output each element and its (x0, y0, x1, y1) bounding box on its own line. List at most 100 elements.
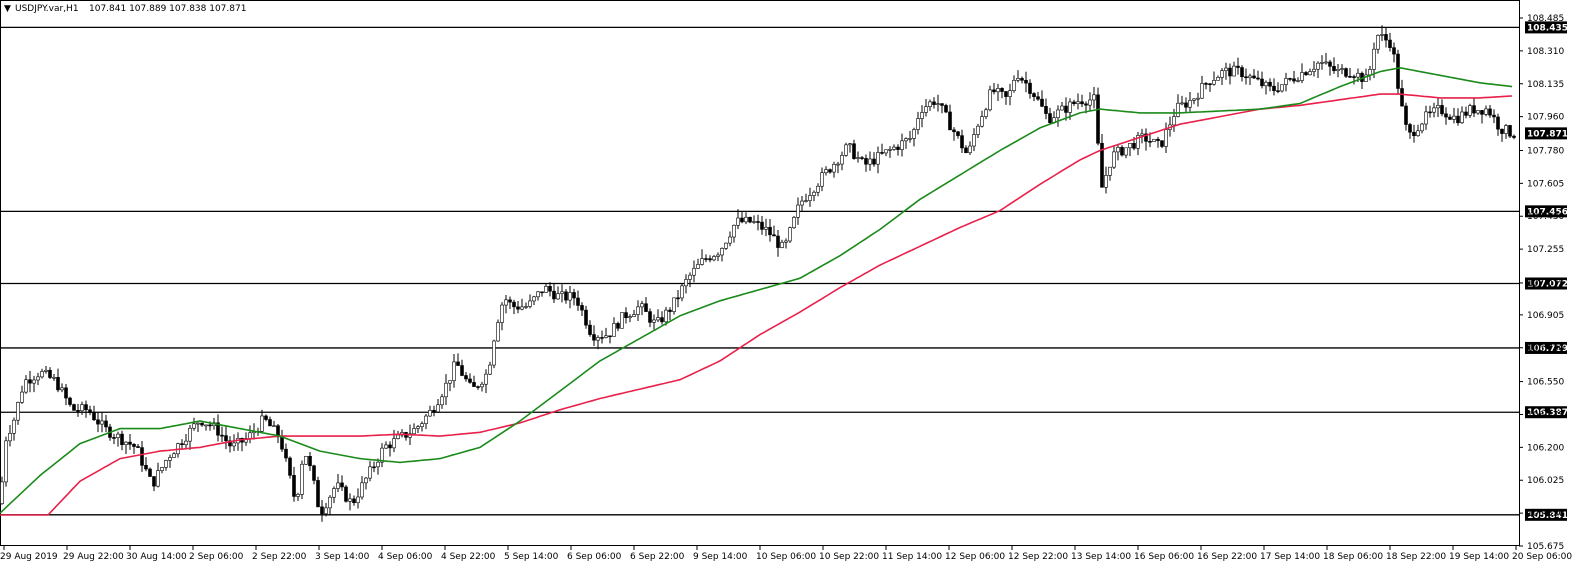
candle-body (368, 466, 372, 479)
candle-body (832, 164, 836, 173)
candle-body (1224, 67, 1228, 72)
candle-body (1216, 77, 1220, 81)
candle-body (44, 369, 48, 372)
candle-body (424, 415, 428, 424)
candle-body (780, 241, 784, 248)
candle-body (796, 204, 800, 218)
candle-body (1196, 97, 1200, 100)
candle-body (1180, 102, 1184, 105)
price-tick-label: 107.960 (1527, 113, 1564, 123)
candle-body (348, 498, 352, 502)
candle-body (84, 404, 88, 411)
candle-body (1044, 106, 1048, 114)
dropdown-triangle-icon[interactable]: ▼ (4, 4, 11, 14)
candle-body (1332, 66, 1336, 72)
candle-body (116, 433, 120, 438)
candle-body (676, 297, 680, 300)
candle-body (1212, 80, 1216, 85)
price-tick-label: 108.485 (1527, 14, 1564, 24)
candle-body (1404, 105, 1408, 125)
price-tick-label: 107.075 (1527, 279, 1564, 289)
candle-body (1244, 76, 1248, 79)
candle-body (476, 386, 480, 388)
candle-body (1048, 113, 1052, 123)
candle-body (652, 319, 656, 323)
candle-body (616, 323, 620, 329)
candle-body (1352, 76, 1356, 78)
candle-body (196, 422, 200, 425)
current-price-label: 107.871 (1527, 129, 1568, 139)
moving-averages (0, 66, 1513, 516)
candle-body (1272, 85, 1276, 91)
candle-body (724, 242, 728, 249)
time-tick-label: 10 Sep 06:00 (756, 552, 816, 562)
candle-body (1252, 75, 1256, 79)
candle-body (1160, 140, 1164, 147)
candle-body (936, 103, 940, 105)
candle-body (56, 377, 60, 391)
candle-body (604, 335, 608, 338)
candle-body (572, 292, 576, 299)
candle-body (48, 369, 52, 378)
candle-body (1448, 116, 1452, 120)
candle-body (1300, 72, 1304, 81)
candle-body (684, 279, 688, 287)
candle-body (204, 424, 208, 427)
time-tick-label: 3 Sep 14:00 (315, 552, 370, 562)
candle-body (232, 442, 236, 447)
candle-body (1084, 103, 1088, 106)
candle-body (224, 435, 228, 442)
candle-body (644, 303, 648, 312)
candle-body (80, 404, 84, 412)
candle-body (1460, 111, 1464, 124)
time-tick-label: 12 Sep 22:00 (1008, 552, 1068, 562)
candle-body (1088, 99, 1092, 106)
candle-body (748, 216, 752, 223)
candle-body (1456, 115, 1460, 124)
candle-body (1124, 147, 1128, 156)
candle-body (1072, 101, 1076, 105)
time-tick-label: 2 Sep 06:00 (189, 552, 244, 562)
candle-body (976, 125, 980, 135)
candle-body (376, 461, 380, 468)
level-label-bg (1525, 21, 1567, 34)
candle-body (420, 423, 424, 427)
candle-body (180, 443, 184, 446)
candle-body (1024, 79, 1028, 84)
plot-area-frame (0, 0, 1520, 546)
candle-body (560, 291, 564, 294)
candle-body (1040, 98, 1044, 107)
candle-body (876, 152, 880, 165)
candle-body (384, 444, 388, 449)
candle-body (972, 134, 976, 147)
level-label-bg (1525, 277, 1567, 290)
candle-body (1380, 34, 1384, 36)
candle-body (1432, 107, 1436, 113)
candle-body (520, 306, 524, 310)
candle-body (1368, 69, 1372, 76)
level-label: 106.729 (1527, 344, 1568, 354)
candle-body (620, 312, 624, 329)
level-label: 106.387 (1527, 408, 1568, 418)
time-tick-label: 6 Sep 22:00 (630, 552, 685, 562)
candle-body (788, 227, 792, 242)
price-tick-label: 105.675 (1527, 542, 1564, 552)
candle-body (704, 258, 708, 260)
candle-body (800, 200, 804, 206)
candle-body (752, 221, 756, 223)
candle-body (1164, 129, 1168, 147)
candle-body (908, 138, 912, 140)
candle-body (304, 456, 308, 465)
candle-body (448, 380, 452, 384)
candle-body (672, 297, 676, 312)
price-tick-label: 107.255 (1527, 245, 1564, 255)
candle-body (1488, 108, 1492, 116)
candle-body (828, 169, 832, 173)
candle-body (888, 149, 892, 151)
candle-body (1452, 115, 1456, 120)
candle-body (848, 143, 852, 146)
candle-body (732, 224, 736, 238)
candle-body (132, 444, 136, 447)
candle-body (220, 434, 224, 437)
